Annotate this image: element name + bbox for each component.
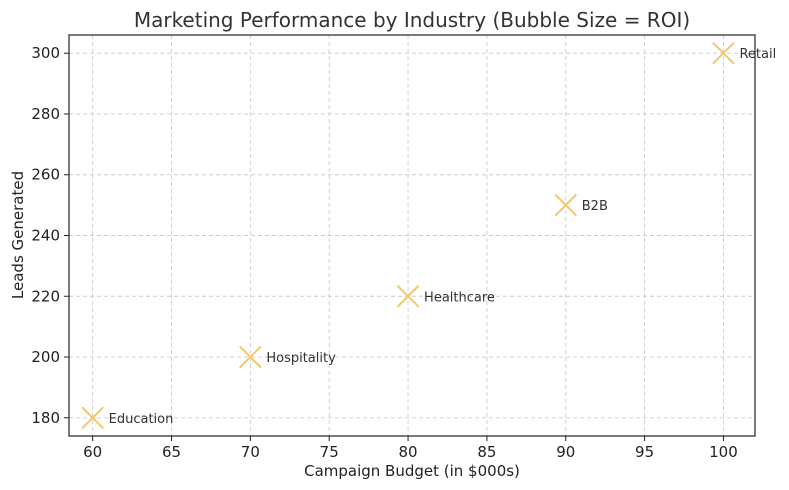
y-tick-label: 240 bbox=[31, 227, 60, 245]
y-tick-label: 280 bbox=[31, 105, 60, 123]
x-tick-label: 60 bbox=[83, 443, 102, 461]
grid-layer bbox=[69, 35, 755, 436]
points-layer: Education Hospitality Healthcare B2B Retail bbox=[81, 42, 776, 429]
y-tick-label: 220 bbox=[31, 287, 60, 305]
x-tick-label: 75 bbox=[320, 443, 339, 461]
point-label: Education bbox=[109, 412, 174, 427]
x-marker bbox=[81, 406, 104, 429]
plot-frame bbox=[68, 34, 756, 437]
point-label: Hospitality bbox=[266, 351, 336, 366]
data-point: Healthcare bbox=[397, 285, 495, 308]
x-tick-label: 85 bbox=[477, 443, 496, 461]
x-marker bbox=[712, 42, 735, 65]
data-point: Education bbox=[81, 406, 174, 429]
ticks-layer: 60 65 70 75 80 85 90 95 100 180 200 220 240 260 280 300 bbox=[31, 44, 737, 461]
point-label: Healthcare bbox=[424, 290, 495, 305]
x-tick-label: 65 bbox=[162, 443, 181, 461]
x-axis-label: Campaign Budget (in $000s) bbox=[304, 462, 520, 480]
x-tick-label: 95 bbox=[635, 443, 654, 461]
data-point: Hospitality bbox=[239, 346, 336, 369]
chart-title: Marketing Performance by Industry (Bubbl… bbox=[134, 8, 690, 32]
x-tick-label: 70 bbox=[241, 443, 260, 461]
y-tick-label: 260 bbox=[31, 166, 60, 184]
y-tick-label: 200 bbox=[31, 348, 60, 366]
x-tick-label: 100 bbox=[709, 443, 738, 461]
x-marker bbox=[239, 346, 262, 369]
y-tick-label: 300 bbox=[31, 44, 60, 62]
x-tick-label: 80 bbox=[399, 443, 418, 461]
point-label: B2B bbox=[582, 199, 608, 214]
x-marker bbox=[554, 194, 577, 217]
x-marker bbox=[397, 285, 420, 308]
point-label: Retail bbox=[739, 47, 776, 62]
y-tick-label: 180 bbox=[31, 409, 60, 427]
y-axis-label: Leads Generated bbox=[9, 171, 27, 299]
data-point: B2B bbox=[554, 194, 608, 217]
data-point: Retail bbox=[712, 42, 776, 65]
x-tick-label: 90 bbox=[556, 443, 575, 461]
